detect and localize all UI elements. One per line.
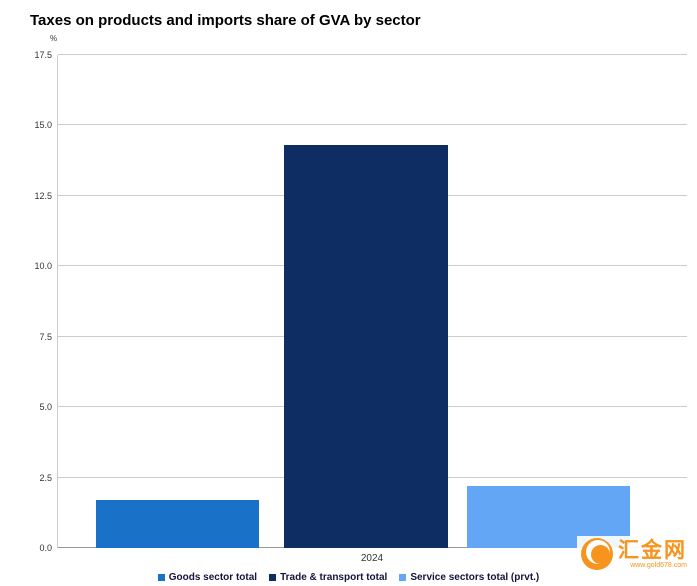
watermark-name: 汇金网 — [618, 538, 687, 562]
chart-title: Taxes on products and imports share of G… — [30, 12, 421, 29]
legend-item-1: Goods sector total — [157, 572, 258, 583]
legend-label: Goods sector total — [168, 572, 258, 583]
legend-item-3: Service sectors total (prvt.) — [399, 572, 539, 583]
legend-swatch-icon — [399, 574, 407, 581]
watermark-url: www.gold678.com — [630, 561, 687, 569]
chart-legend: Goods sector total Trade & transport tota… — [0, 572, 697, 583]
y-tick-label: 5.0 — [39, 402, 52, 413]
y-axis-ticks: 0.0 2.5 5.0 7.5 10.0 12.5 15.0 17.5 — [0, 50, 52, 553]
watermark: 汇金网 www.gold678.com — [577, 536, 691, 572]
y-tick-label: 0.0 — [39, 543, 52, 553]
watermark-text: 汇金网 www.gold678.com — [618, 540, 687, 569]
y-tick-label: 17.5 — [34, 50, 52, 60]
y-tick-label: 15.0 — [34, 120, 52, 131]
y-axis-unit-label: % — [50, 34, 58, 43]
bar-series-2 — [284, 145, 448, 548]
legend-label: Service sectors total (prvt.) — [410, 572, 540, 583]
legend-item-2: Trade & transport total — [269, 572, 387, 583]
watermark-logo-icon — [581, 538, 613, 570]
y-tick-label: 10.0 — [34, 261, 52, 272]
legend-swatch-icon — [157, 574, 165, 581]
gridline — [58, 54, 687, 55]
y-tick-label: 7.5 — [39, 331, 52, 342]
gridline — [58, 124, 687, 126]
logo-inner-icon — [591, 545, 610, 564]
x-axis-label: 2024 — [360, 553, 384, 564]
legend-swatch-icon — [269, 574, 277, 581]
bar-series-1 — [95, 500, 260, 548]
plot-area — [57, 54, 687, 548]
y-tick-label: 2.5 — [39, 472, 52, 483]
y-tick-label: 12.5 — [34, 190, 52, 201]
legend-label: Trade & transport total — [280, 572, 388, 583]
